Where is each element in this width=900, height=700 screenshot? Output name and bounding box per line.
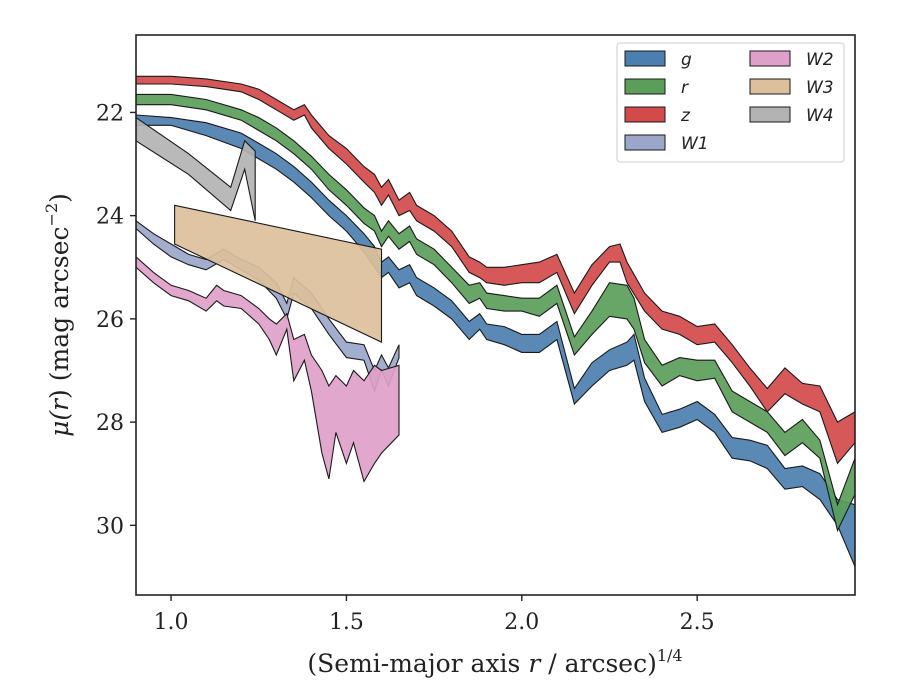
legend-label: W2 xyxy=(806,50,834,70)
legend-label: W3 xyxy=(806,78,834,98)
legend-item-w1: W1 xyxy=(624,134,709,154)
bands-layer xyxy=(136,75,855,567)
y-tick-label: 26 xyxy=(96,308,124,333)
legend-swatch xyxy=(749,50,791,67)
y-axis-label: μ(r) (mag arcsec−2) xyxy=(42,193,74,437)
band-w2 xyxy=(136,256,400,483)
legend-swatch xyxy=(624,50,666,67)
legend-label: g xyxy=(681,50,692,70)
band-w3 xyxy=(174,204,383,343)
y-tick-label: 22 xyxy=(96,101,124,126)
y-tick-label: 24 xyxy=(96,205,124,230)
band-g xyxy=(136,114,855,567)
legend-item-w3: W3 xyxy=(749,78,834,98)
legend-label: z xyxy=(680,106,691,126)
legend-item-z: z xyxy=(624,106,691,126)
legend-item-g: g xyxy=(624,50,692,70)
legend-item-w2: W2 xyxy=(749,50,834,70)
x-tick-label: 2.5 xyxy=(680,610,715,635)
legend: grz W1 W2 W3 W4 xyxy=(616,42,845,163)
x-tick-label: 1.0 xyxy=(154,610,189,635)
band-w4 xyxy=(136,116,256,221)
x-tick-label: 1.5 xyxy=(329,610,364,635)
legend-items: grz W1 W2 W3 W4 xyxy=(624,50,834,154)
legend-label: r xyxy=(681,78,689,98)
x-tick-label: 2.0 xyxy=(504,610,539,635)
legend-swatch xyxy=(624,134,666,151)
legend-swatch xyxy=(749,106,791,123)
y-tick-label: 28 xyxy=(96,411,124,436)
plot-frame xyxy=(135,34,856,596)
band-z xyxy=(136,75,855,465)
legend-frame xyxy=(616,42,845,163)
legend-swatch xyxy=(624,78,666,95)
band-r xyxy=(136,93,855,533)
x-axis-label: (Semi-major axis r / arcsec)1/4 xyxy=(307,646,682,678)
legend-label: W4 xyxy=(806,106,834,126)
legend-label: W1 xyxy=(681,134,709,154)
y-axis: 22 24 26 28 30 xyxy=(96,101,136,539)
legend-swatch xyxy=(624,106,666,123)
legend-item-w4: W4 xyxy=(749,106,834,126)
x-axis: 1.0 1.5 2.0 2.5 xyxy=(154,595,715,635)
legend-swatch xyxy=(749,78,791,95)
y-tick-label: 30 xyxy=(96,514,124,539)
legend-item-r: r xyxy=(624,78,689,98)
